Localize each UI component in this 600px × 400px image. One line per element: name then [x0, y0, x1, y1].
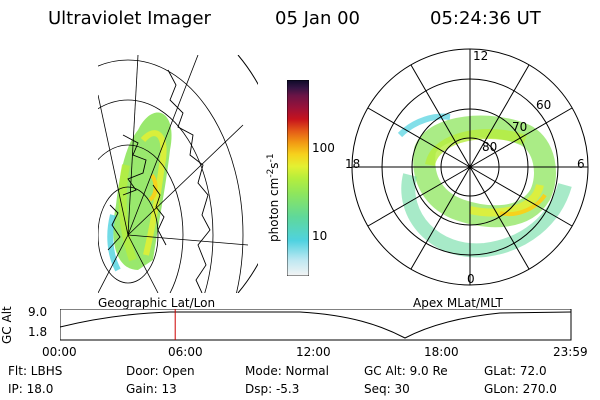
mlt-label-18: 18: [345, 157, 360, 171]
polar-plot: 12 18 6 0 60 70 80: [345, 48, 589, 286]
gc-alt-top-label: 9.0: [28, 305, 48, 319]
dsp-status: Dsp: -5.3: [245, 382, 300, 396]
time-label-1200: 12:00: [296, 345, 331, 359]
time-label-1800: 18:00: [424, 345, 459, 359]
mlt-label-6: 6: [577, 157, 585, 171]
time-label-0000: 00:00: [42, 345, 77, 359]
mlt-label-0: 0: [467, 272, 475, 286]
gc-alt-bottom-label: 1.8: [28, 325, 48, 339]
mlat-label-60: 60: [536, 98, 551, 112]
mlat-label-80: 80: [482, 140, 497, 154]
polar-auroral-emission: [397, 113, 572, 258]
mlat-label-70: 70: [512, 120, 527, 134]
glat-status: GLat: 72.0: [484, 364, 547, 378]
geographic-map: [98, 55, 258, 293]
colorbar-units-label: photon cm-2s-1: [266, 153, 281, 242]
colorbar-tick-10: 10: [312, 229, 328, 243]
gc-alt-axis-title: GC Alt: [0, 306, 14, 344]
instrument-title: Ultraviolet Imager: [48, 8, 211, 29]
mode-status: Mode: Normal: [245, 364, 329, 378]
colorbar-tick-100: 100: [312, 141, 335, 155]
gc-alt-status: GC Alt: 9.0 Re: [364, 364, 448, 378]
seq-status: Seq: 30: [364, 382, 410, 396]
altitude-strip: [60, 309, 572, 341]
colorbar: [287, 80, 309, 276]
right-panel-caption: Apex MLat/MLT: [413, 296, 503, 310]
filter-status: Flt: LBHS: [8, 364, 63, 378]
gain-status: Gain: 13: [126, 382, 177, 396]
time-label-2359: 23:59: [553, 345, 588, 359]
mlt-label-12: 12: [473, 49, 488, 63]
left-panel-caption: Geographic Lat/Lon: [98, 296, 216, 310]
door-status: Door: Open: [126, 364, 195, 378]
ip-status: IP: 18.0: [8, 382, 54, 396]
time-label: 05:24:36 UT: [430, 8, 541, 29]
time-label-0600: 06:00: [168, 345, 203, 359]
date-label: 05 Jan 00: [275, 8, 360, 29]
glon-status: GLon: 270.0: [484, 382, 557, 396]
